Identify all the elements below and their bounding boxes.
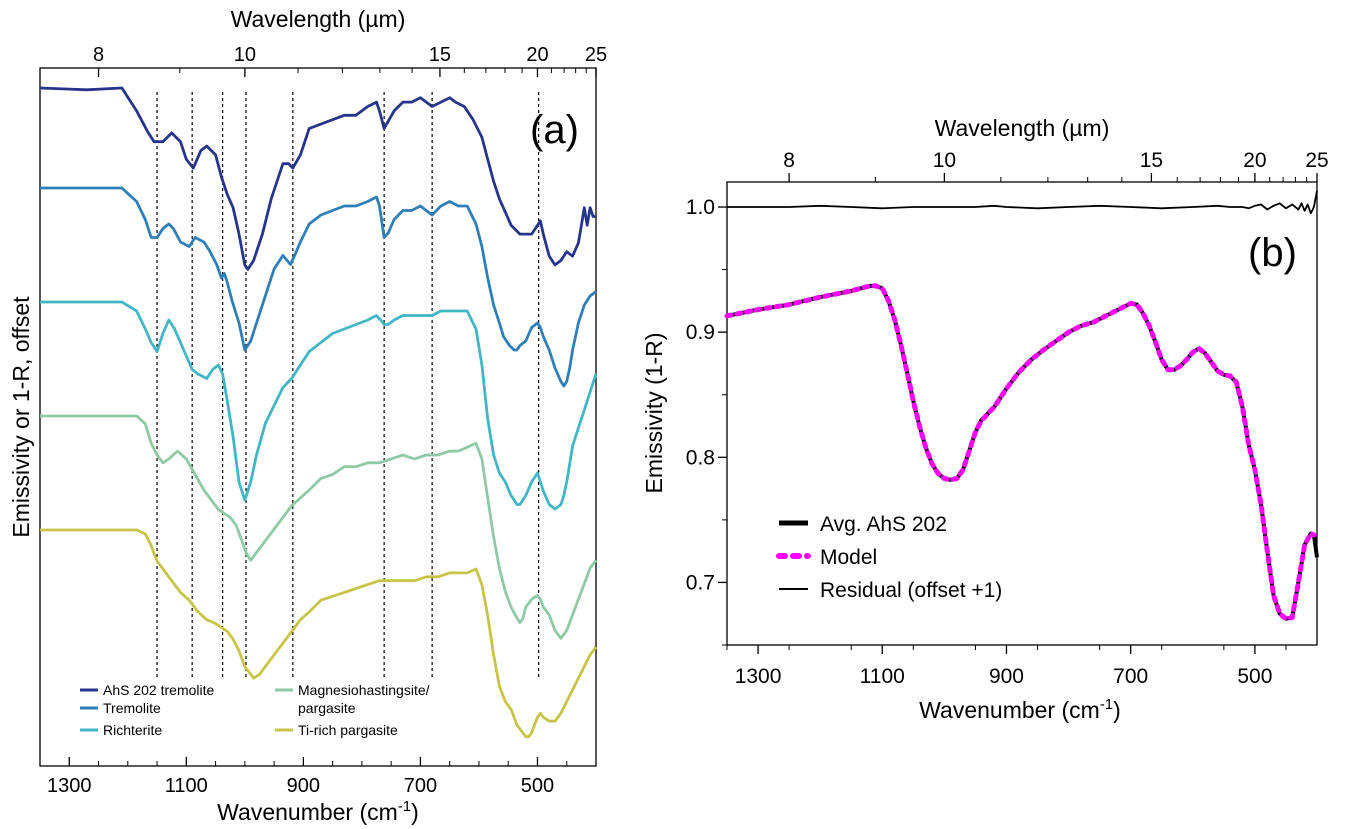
legend-a: AhS 202 tremolite Tremolite Richterite Magn… (80, 682, 430, 738)
top-tick-label-a: 8 (93, 44, 104, 66)
legend-label-model: Model (820, 546, 877, 569)
band-reference-lines (156, 92, 540, 680)
x-tick-label-b: 1100 (860, 665, 905, 688)
series-line-tremolite (40, 186, 597, 388)
x-axis-label-b: Wavenumber (cm-1) (919, 696, 1121, 723)
y-axis-label-b: Emissivity (1-R) (641, 333, 667, 494)
panel-label-b: (b) (1248, 231, 1297, 275)
top-tick-label-b: 8 (783, 149, 795, 172)
plot-frame-b (726, 181, 1318, 646)
series-line-richterite (40, 300, 598, 511)
x-tick-label-a: 900 (287, 775, 320, 797)
series-line-avg-ahs-202 (726, 283, 1319, 621)
top-tick-label-b: 10 (933, 149, 956, 172)
x-tick-label-b: 900 (989, 665, 1024, 688)
x-tick-label-b: 700 (1113, 665, 1148, 688)
series-line-ti-rich-pargasite (40, 528, 598, 739)
top-tick-label-a: 25 (585, 44, 607, 66)
top-tick-label-a: 15 (429, 44, 451, 66)
x-tick-label-b: 500 (1237, 665, 1272, 688)
y-tick-label-b: 0.9 (686, 321, 715, 344)
top-axis-label-a: Wavelength (µm) (231, 6, 406, 32)
top-ticks-b: 8 10 15 20 25 (783, 149, 1329, 182)
x-axis-label-a: Wavenumber (cm-1) (217, 798, 419, 825)
x-tick-label-a: 1300 (47, 775, 92, 797)
legend-label-residual-offset-1: Residual (offset +1) (820, 579, 1002, 602)
x-tick-label-b: 1300 (735, 665, 782, 688)
panel-a: (a) Wavenumber (cm-1) Wavelength (µm) Em… (8, 6, 607, 825)
y-tick-label-b: 0.8 (686, 446, 715, 469)
y-ticks-b: 0.7 0.8 0.9 1.0 (686, 196, 727, 646)
series-lines-b (724, 190, 1319, 622)
series-line-model (724, 283, 1317, 622)
x-ticks-b: 1300 1100 900 700 500 (726, 645, 1287, 688)
legend-label-richterite: Richterite (103, 722, 162, 738)
panel-label-a: (a) (530, 108, 579, 152)
top-ticks-a: 8 10 15 20 25 (93, 44, 607, 77)
top-axis-label-b: Wavelength (µm) (935, 115, 1110, 141)
x-tick-label-a: 1100 (165, 775, 208, 797)
top-tick-label-b: 15 (1140, 149, 1163, 172)
legend-label-ahs-202-tremolite: AhS 202 tremolite (103, 682, 214, 698)
y-tick-label-b: 1.0 (686, 196, 715, 219)
x-ticks-a: 1300 1100 900 700 500 (39, 757, 597, 797)
legend-b: Avg. AhS 202 Model Residual (offset +1) (776, 513, 1002, 602)
top-tick-label-a: 20 (526, 44, 548, 66)
x-tick-label-a: 500 (521, 775, 554, 797)
legend-label-pargasite: pargasite (298, 700, 356, 716)
top-tick-label-a: 10 (234, 44, 256, 66)
legend-label-avg-ahs-202: Avg. AhS 202 (820, 513, 947, 536)
legend-label-ti-rich-pargasite: Ti-rich pargasite (298, 722, 398, 738)
y-tick-label-b: 0.7 (686, 571, 715, 594)
y-axis-label-a: Emissivity or 1-R, offset (8, 296, 34, 538)
series-line-ahs-202-tremolite (39, 86, 596, 271)
x-tick-label-a: 700 (404, 775, 437, 797)
series-lines-a (39, 86, 598, 739)
series-line-magnesiohastingsite-pargasite (40, 414, 598, 640)
panel-b: (b) Wavenumber (cm-1) Wavelength (µm) Em… (641, 115, 1329, 723)
legend-label-tremolite: Tremolite (103, 700, 161, 716)
series-line-residual-offset-1 (727, 190, 1318, 215)
top-tick-label-b: 25 (1305, 149, 1328, 172)
legend-label-magnesiohastingsite: Magnesiohastingsite/ (298, 682, 430, 698)
top-tick-label-b: 20 (1243, 149, 1266, 172)
